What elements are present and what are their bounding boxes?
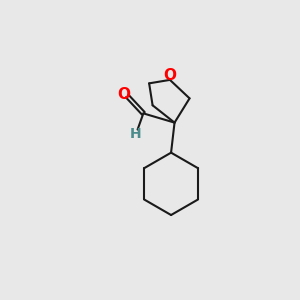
Text: O: O — [117, 87, 130, 102]
Text: H: H — [130, 127, 142, 141]
Text: O: O — [164, 68, 176, 83]
